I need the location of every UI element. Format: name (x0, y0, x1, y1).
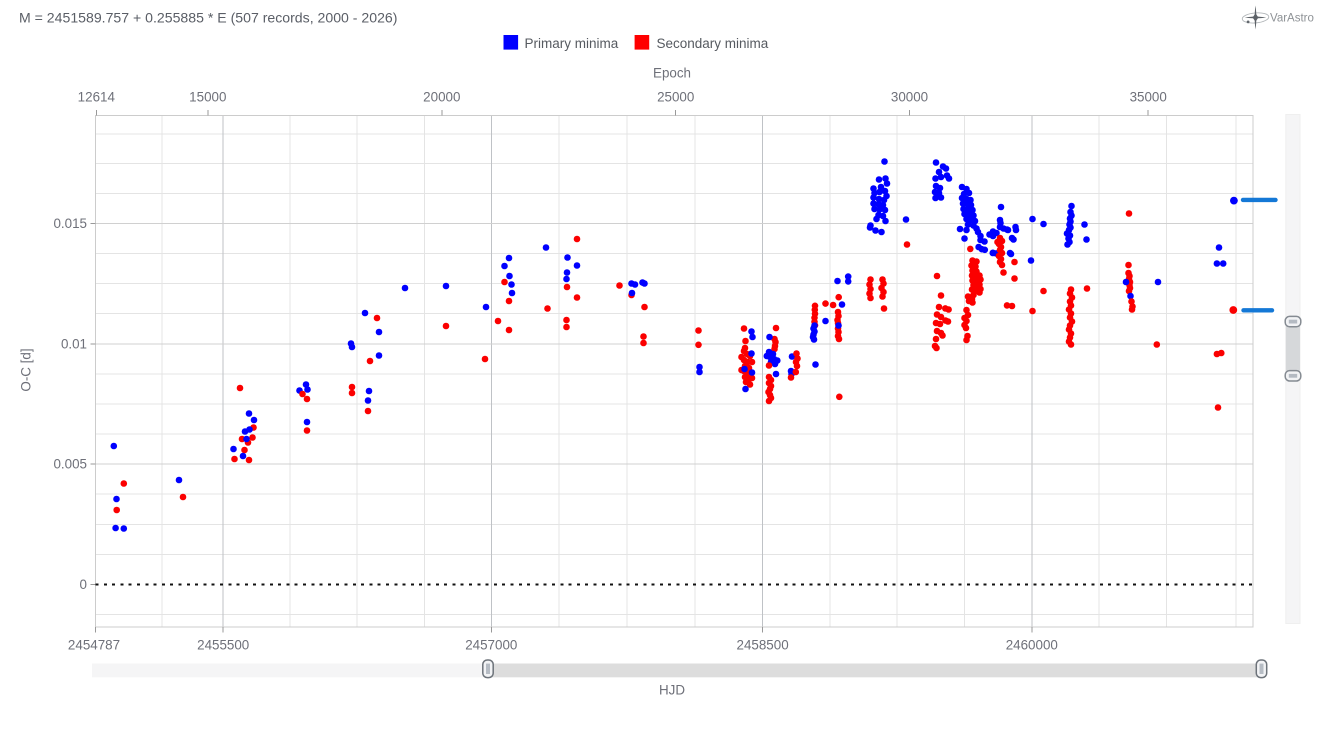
svg-text:30000: 30000 (891, 90, 928, 105)
svg-text:2457000: 2457000 (465, 638, 517, 653)
svg-text:25000: 25000 (657, 90, 694, 105)
svg-text:2460000: 2460000 (1006, 638, 1058, 653)
svg-text:Secondary minima: Secondary minima (657, 36, 769, 51)
svg-text:2458500: 2458500 (737, 638, 789, 653)
svg-text:VarAstro: VarAstro (1270, 13, 1314, 25)
svg-text:15000: 15000 (189, 90, 226, 105)
svg-text:0: 0 (80, 577, 87, 592)
svg-text:35000: 35000 (1130, 90, 1167, 105)
svg-text:0.005: 0.005 (53, 457, 87, 472)
svg-text:20000: 20000 (423, 90, 460, 105)
svg-text:Epoch: Epoch (653, 66, 691, 81)
svg-text:Primary minima: Primary minima (525, 36, 619, 51)
svg-text:12614: 12614 (78, 90, 116, 105)
svg-text:M = 2451589.757 + 0.255885 * E: M = 2451589.757 + 0.255885 * E (507 reco… (19, 10, 397, 26)
svg-text:0.01: 0.01 (61, 336, 87, 351)
svg-text:2454787: 2454787 (68, 638, 120, 653)
svg-text:0.015: 0.015 (53, 216, 87, 231)
svg-text:HJD: HJD (659, 683, 685, 698)
svg-text:O-C [d]: O-C [d] (19, 348, 34, 391)
svg-text:2455500: 2455500 (197, 638, 249, 653)
